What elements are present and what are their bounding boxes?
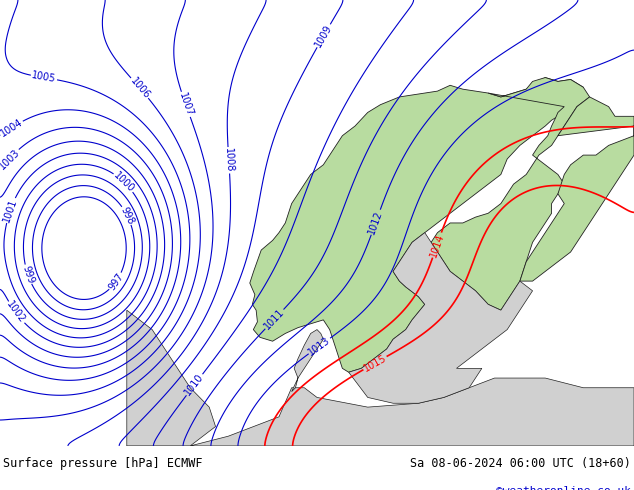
Text: Surface pressure [hPa] ECMWF: Surface pressure [hPa] ECMWF	[3, 457, 203, 470]
Text: 1003: 1003	[0, 147, 22, 171]
Polygon shape	[292, 330, 323, 392]
Polygon shape	[127, 310, 216, 446]
Text: 1005: 1005	[31, 71, 57, 85]
Polygon shape	[349, 233, 533, 403]
Polygon shape	[520, 97, 634, 281]
Text: 997: 997	[107, 271, 126, 292]
Text: 1015: 1015	[362, 353, 388, 373]
Text: 1012: 1012	[367, 209, 385, 236]
Text: 1006: 1006	[128, 75, 152, 100]
Text: Sa 08-06-2024 06:00 UTC (18+60): Sa 08-06-2024 06:00 UTC (18+60)	[410, 457, 631, 470]
Polygon shape	[431, 77, 590, 310]
Polygon shape	[127, 378, 634, 446]
Text: 1013: 1013	[306, 335, 332, 357]
Text: 1007: 1007	[177, 91, 195, 118]
Text: 1009: 1009	[313, 23, 334, 49]
Text: 999: 999	[20, 264, 36, 285]
Text: 998: 998	[119, 205, 136, 226]
Text: 1014: 1014	[428, 232, 446, 258]
Text: 1001: 1001	[1, 197, 19, 223]
Text: 1000: 1000	[112, 170, 136, 194]
Text: 1011: 1011	[262, 307, 287, 331]
Text: ©weatheronline.co.uk: ©weatheronline.co.uk	[496, 486, 631, 490]
Text: 1010: 1010	[183, 372, 206, 397]
Text: 1008: 1008	[223, 148, 235, 173]
Text: 1002: 1002	[4, 300, 27, 325]
Text: 1004: 1004	[0, 118, 25, 139]
Polygon shape	[250, 77, 583, 372]
